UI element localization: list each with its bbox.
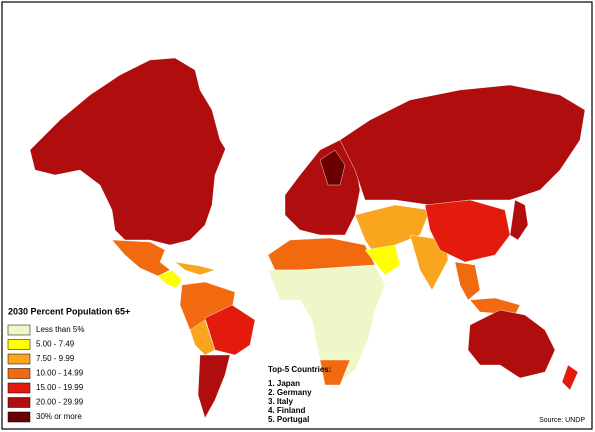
legend-swatch — [7, 382, 31, 394]
region — [157, 269, 183, 289]
legend-label: 5.00 - 7.49 — [36, 340, 75, 349]
region — [174, 261, 216, 276]
region — [467, 309, 556, 379]
region — [354, 204, 431, 256]
region — [454, 261, 481, 301]
legend-label: 20.00 - 29.99 — [36, 398, 84, 407]
region — [509, 199, 529, 241]
region — [561, 364, 579, 391]
region — [339, 84, 586, 206]
legend: 2030 Percent Population 65+ Less than 5%… — [7, 306, 130, 423]
region — [319, 149, 346, 186]
region — [197, 354, 231, 419]
legend-swatch — [7, 411, 31, 423]
legend-label: 7.50 - 9.99 — [36, 354, 75, 363]
source: Source: UNDP — [539, 417, 585, 424]
greenland — [194, 51, 291, 161]
legend-swatch — [7, 324, 31, 336]
legend-label: 10.00 - 14.99 — [36, 369, 84, 378]
region — [111, 239, 171, 277]
top5-item: 1. Japan — [268, 379, 300, 388]
legend-label: 15.00 - 19.99 — [36, 383, 84, 392]
legend-swatch — [7, 353, 31, 365]
legend-swatch — [7, 397, 31, 408]
legend-label: Less than 5% — [36, 325, 84, 334]
region — [319, 359, 351, 386]
legend-label: 30% or more — [36, 412, 82, 421]
top5-item: 4. Finland — [268, 406, 305, 415]
top5-title: Top-5 Countries: — [268, 365, 331, 374]
top5-item: 5. Portugal — [268, 415, 309, 424]
top5-item: 3. Italy — [268, 397, 293, 406]
region — [469, 297, 521, 316]
legend-title: 2030 Percent Population 65+ — [8, 306, 130, 316]
region — [267, 264, 386, 386]
legend-swatch — [7, 368, 31, 379]
region — [424, 199, 511, 263]
region — [29, 57, 246, 246]
world-map — [29, 51, 586, 419]
region — [364, 244, 401, 276]
region — [189, 319, 216, 356]
legend-swatch — [7, 339, 31, 350]
top5-item: 2. Germany — [268, 388, 312, 397]
